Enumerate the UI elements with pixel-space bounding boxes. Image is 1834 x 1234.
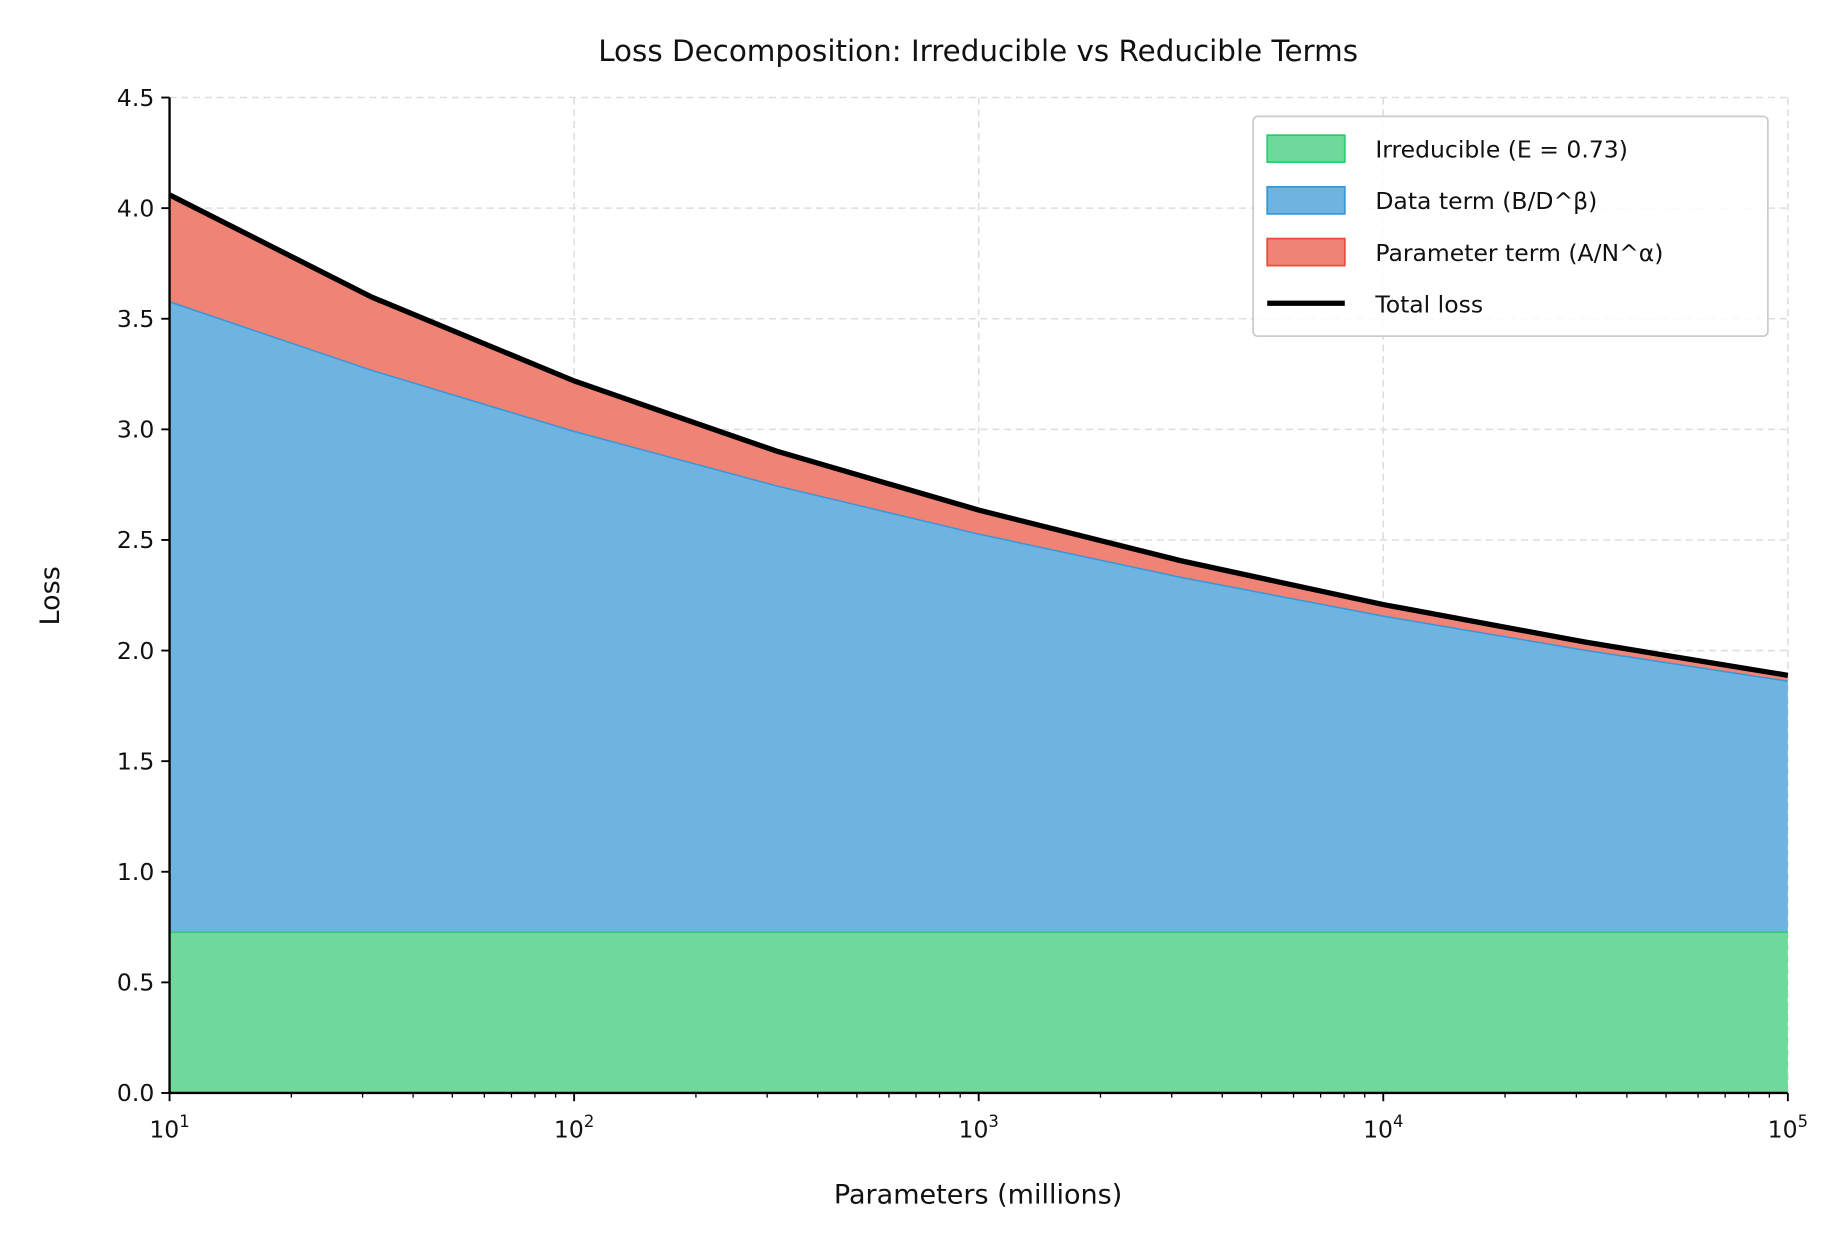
x-tick-label: 105 [1768, 1112, 1808, 1144]
legend: Irreducible (E = 0.73) Data term (B/D^β) P… [1252, 115, 1769, 337]
x-tick-label: 103 [959, 1112, 999, 1144]
x-tick-label: 104 [1363, 1112, 1403, 1144]
y-tick-label: 1.5 [117, 747, 154, 775]
y-tick-label: 2.0 [117, 637, 154, 665]
y-tick-label: 4.0 [117, 194, 154, 222]
area-series-1 [169, 301, 1788, 932]
axes: 0.0 0.5 1.0 1.5 2.0 2.5 3.0 3.5 4.0 4.5 101 102 103 1… [117, 84, 1808, 1144]
x-tick-label: 101 [149, 1112, 189, 1144]
y-tick-label: 1.0 [117, 858, 154, 886]
legend-label: Irreducible (E = 0.73) [1375, 135, 1628, 163]
y-tick-label: 4.5 [117, 84, 154, 112]
x-axis-label: Parameters (millions) [834, 1179, 1122, 1210]
y-tick-label: 3.0 [117, 416, 154, 444]
y-tick-label: 2.5 [117, 526, 154, 554]
legend-label: Total loss [1374, 291, 1483, 319]
y-tick-label: 0.0 [117, 1079, 154, 1107]
legend-box [1252, 115, 1769, 337]
legend-swatch [1266, 134, 1346, 164]
legend-swatch [1266, 185, 1346, 215]
y-axis-label: Loss [35, 566, 66, 625]
legend-label: Parameter term (A/N^α) [1375, 239, 1663, 267]
areas [168, 192, 1789, 1093]
legend-swatch [1266, 237, 1346, 267]
total-loss-line [168, 192, 1789, 678]
area-series-0 [169, 931, 1788, 1093]
x-tick-label: 102 [554, 1112, 594, 1144]
chart-title: Loss Decomposition: Irreducible vs Reduc… [598, 34, 1358, 68]
y-tick-label: 3.5 [117, 305, 154, 333]
legend-label: Data term (B/D^β) [1375, 187, 1597, 215]
y-tick-label: 0.5 [117, 969, 154, 997]
